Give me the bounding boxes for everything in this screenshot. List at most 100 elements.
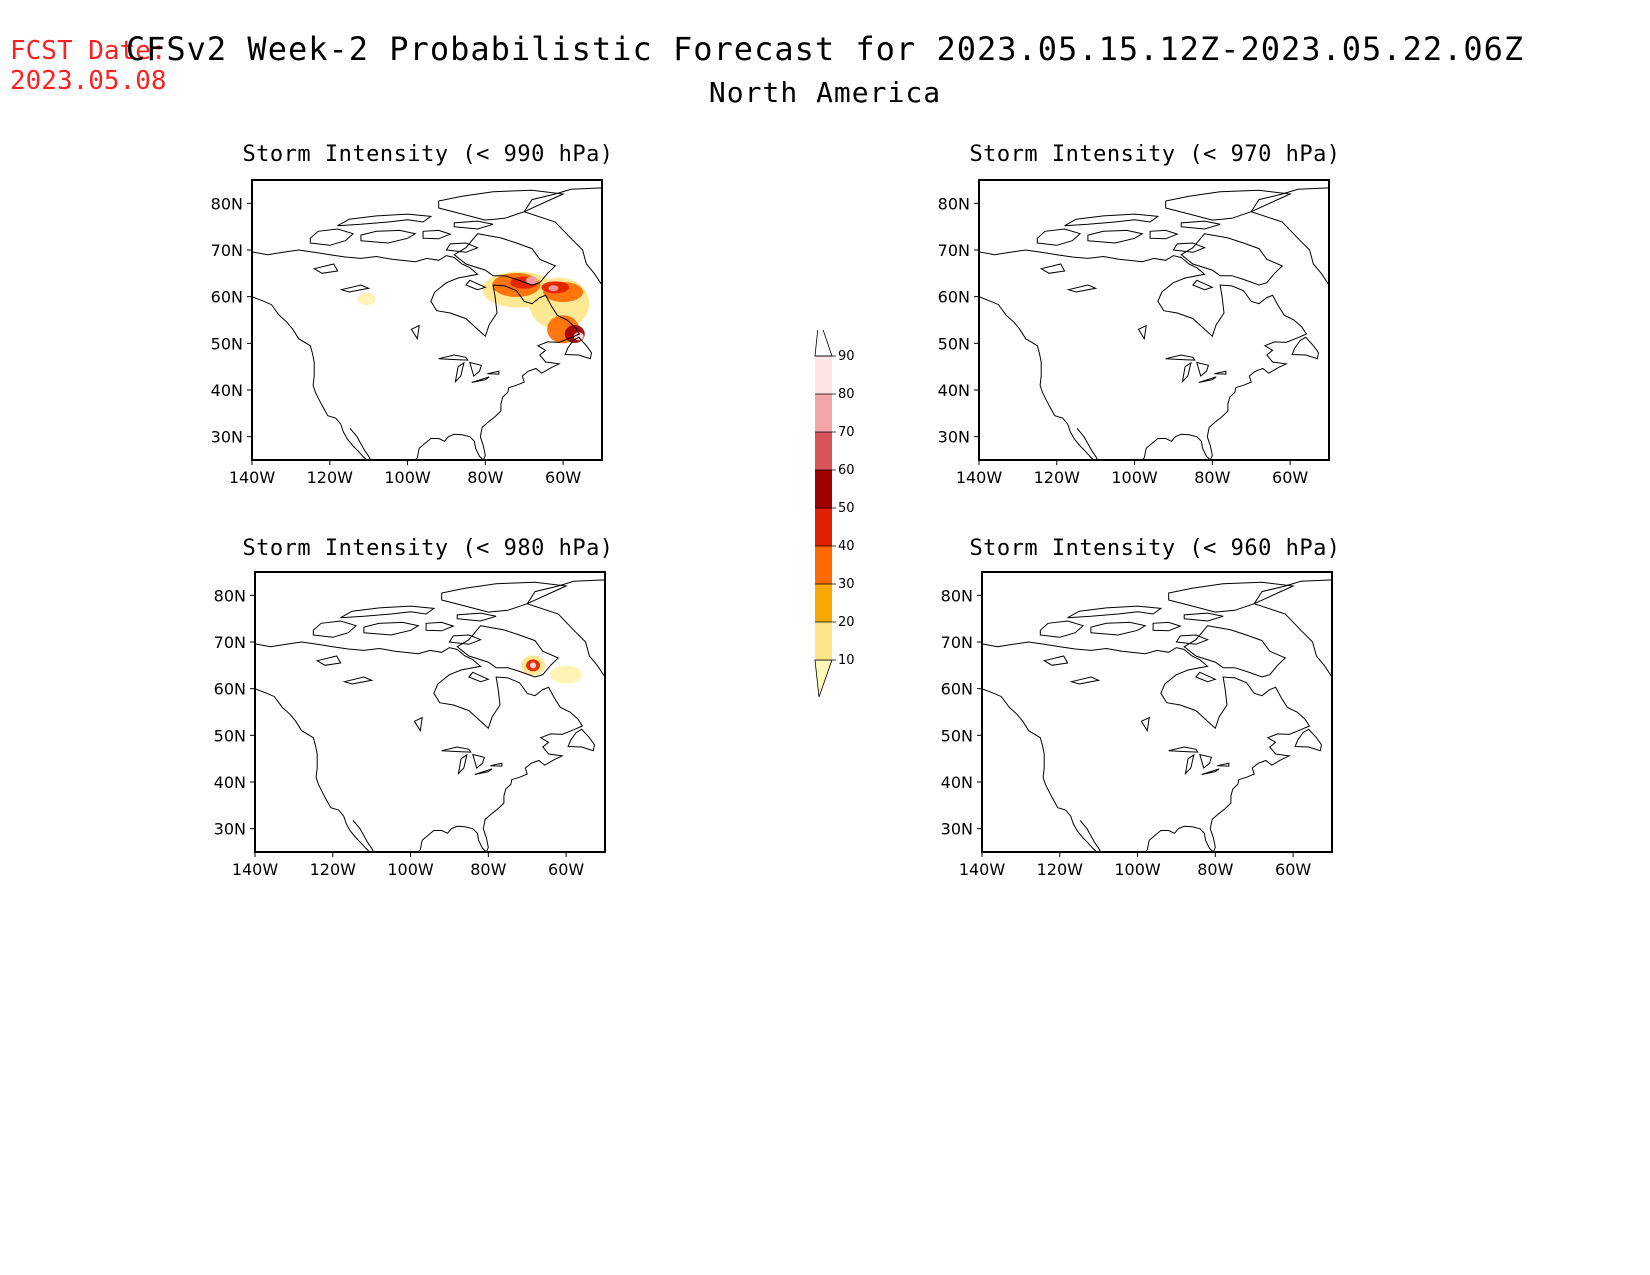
coastline: [1149, 229, 1179, 240]
colorbar-label: 50: [838, 501, 855, 516]
lat-tick-label: 50N: [941, 726, 973, 745]
coastline: [487, 370, 500, 375]
coastline: [1165, 189, 1292, 221]
coastline: [1036, 228, 1082, 246]
coastline: [1039, 263, 1066, 274]
coastline: [982, 688, 1098, 852]
coastline: [438, 354, 469, 361]
coastline: [1064, 213, 1160, 227]
lat-tick-label: 30N: [938, 428, 970, 447]
lat-tick-label: 40N: [214, 773, 246, 792]
lon-tick-label: 100W: [387, 860, 434, 879]
map-panel-990: 80N 70N 60N 50N 40N 30N 140W 120W 100W 80W 60W: [211, 179, 603, 487]
fcst-date-label: FCST Date:: [10, 36, 167, 66]
coastline: [1192, 279, 1214, 291]
probability-shading: [548, 285, 559, 292]
coastline: [1291, 336, 1320, 360]
coastline: [1039, 620, 1085, 638]
coastline: [982, 641, 1311, 852]
lat-tick-label: 60N: [938, 288, 970, 307]
colorbar-label: 10: [838, 653, 855, 668]
colorbar-segment: [815, 508, 832, 546]
coastline: [472, 753, 486, 769]
coastline: [363, 621, 420, 636]
coastline: [1168, 581, 1295, 613]
coastline: [410, 324, 420, 341]
lon-tick-label: 100W: [1114, 860, 1161, 879]
coastline: [1180, 233, 1284, 286]
coastline: [1181, 361, 1192, 384]
lat-tick-label: 70N: [214, 633, 246, 652]
coastline: [255, 641, 584, 852]
coastline: [1076, 427, 1099, 460]
coastline: [453, 233, 557, 286]
probability-shading: [526, 276, 538, 285]
page-title: CFSv2 Week-2 Probabilistic Forecast for …: [125, 30, 1525, 68]
probability-shading: [530, 662, 537, 669]
lat-tick-label: 80N: [938, 194, 970, 213]
lat-tick-label: 30N: [941, 820, 973, 839]
lat-tick-label: 60N: [211, 288, 243, 307]
coastline: [349, 427, 372, 460]
panel-title-970: Storm Intensity (< 970 hPa): [969, 142, 1341, 167]
colorbar-segment: [815, 356, 832, 394]
coastline: [1066, 284, 1098, 293]
coastline: [468, 671, 490, 683]
coastline: [469, 361, 483, 377]
coastline: [1250, 187, 1329, 286]
lat-tick-label: 80N: [214, 586, 246, 605]
coastline: [413, 716, 423, 733]
lon-tick-label: 80W: [467, 468, 503, 487]
coastline: [1172, 242, 1206, 253]
coastline: [1195, 671, 1217, 683]
coastline: [1165, 354, 1196, 361]
coastline: [1183, 625, 1287, 678]
coastline: [422, 229, 452, 240]
lon-tick-label: 60W: [545, 468, 581, 487]
colorbar-end-triangle: [814, 330, 833, 357]
map-panel-970: 80N 70N 60N 50N 40N 30N 140W 120W 100W 80W 60W: [938, 179, 1330, 487]
coastline: [465, 279, 487, 291]
coastline: [1180, 220, 1221, 230]
coastline: [471, 376, 490, 383]
lon-tick-label: 80W: [1194, 468, 1230, 487]
map-frame: [254, 571, 606, 853]
colorbar-segment: [815, 470, 832, 508]
colorbar-label: 20: [838, 615, 855, 630]
colorbar-segment: [815, 584, 832, 622]
coastline: [526, 579, 605, 678]
coastline: [454, 361, 465, 384]
coastline: [1175, 634, 1209, 645]
lon-tick-label: 80W: [1197, 860, 1233, 879]
lon-tick-label: 100W: [1111, 468, 1158, 487]
lon-tick-label: 120W: [1037, 860, 1084, 879]
coastline: [1069, 676, 1101, 685]
coastline: [1253, 579, 1332, 678]
lat-tick-label: 40N: [941, 773, 973, 792]
coastline: [1087, 229, 1144, 244]
lon-tick-label: 120W: [1034, 468, 1081, 487]
coastline: [339, 284, 371, 293]
lat-tick-label: 60N: [214, 680, 246, 699]
coastline: [441, 746, 472, 753]
lon-tick-label: 140W: [232, 860, 279, 879]
coastline: [1183, 612, 1224, 622]
coastline: [456, 612, 497, 622]
coastline: [490, 762, 503, 767]
lat-tick-label: 50N: [214, 726, 246, 745]
coastline: [1201, 768, 1220, 775]
coastline: [441, 581, 568, 613]
coastline: [1217, 762, 1230, 767]
lat-tick-label: 40N: [938, 381, 970, 400]
panel-title-990: Storm Intensity (< 990 hPa): [242, 142, 614, 167]
coastline: [1079, 819, 1102, 852]
page-subtitle: North America: [708, 76, 942, 109]
coastline: [360, 229, 417, 244]
panel-title-980: Storm Intensity (< 980 hPa): [242, 536, 614, 561]
lat-tick-label: 30N: [214, 820, 246, 839]
colorbar-segment: [815, 546, 832, 584]
colorbar-label: 60: [838, 463, 855, 478]
coastline: [1140, 716, 1150, 733]
coastline: [1152, 621, 1182, 632]
coastline: [523, 187, 602, 286]
